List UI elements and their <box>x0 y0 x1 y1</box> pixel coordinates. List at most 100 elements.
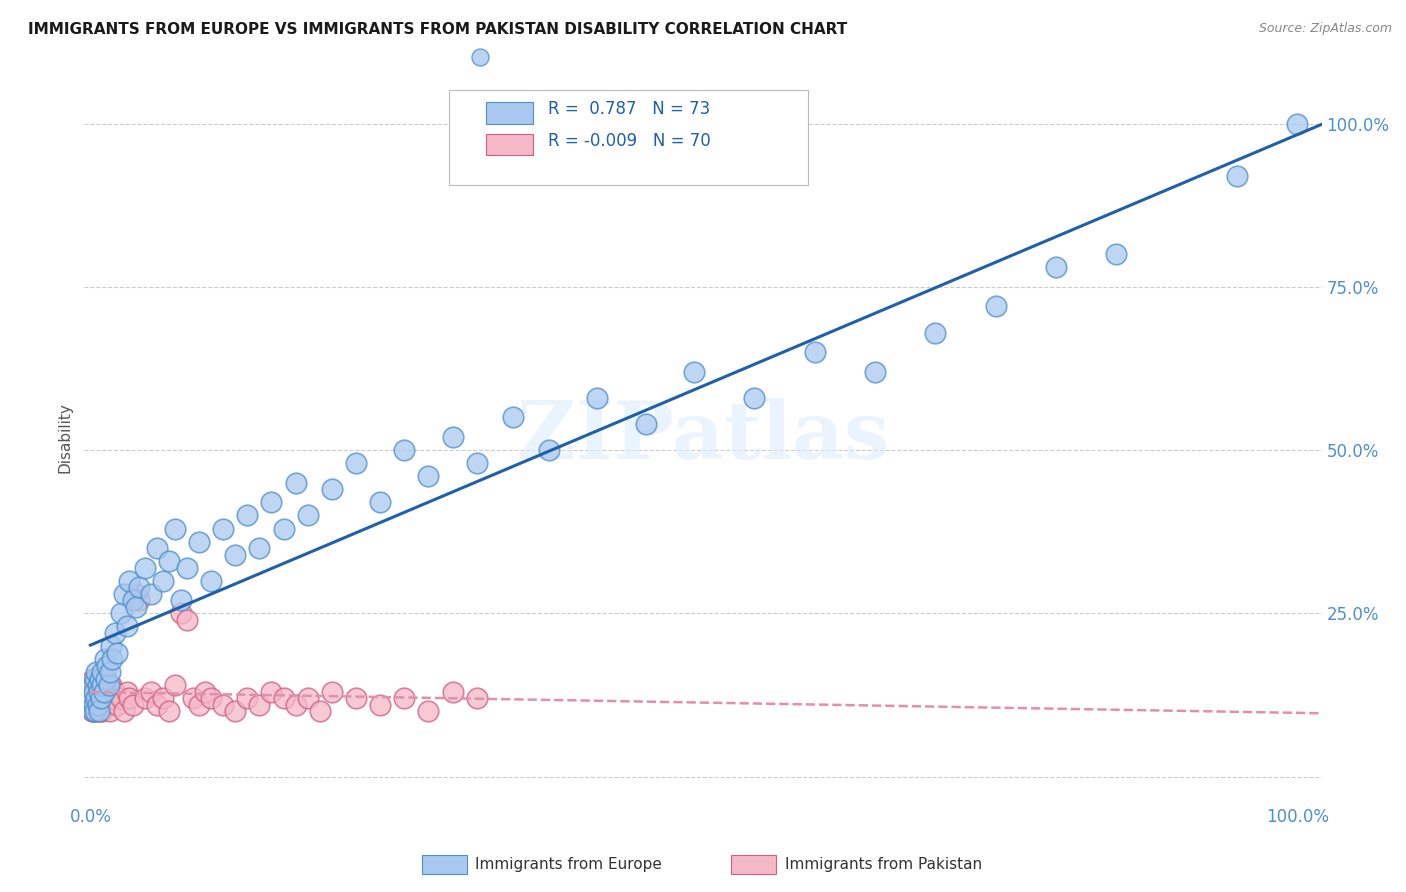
Point <box>83 698 105 712</box>
Point <box>803 345 825 359</box>
Point <box>118 574 141 588</box>
Point <box>394 443 416 458</box>
Point <box>98 705 121 719</box>
Point <box>418 705 440 719</box>
Point <box>84 672 107 686</box>
Text: Immigrants from Europe: Immigrants from Europe <box>475 857 662 871</box>
Point <box>100 678 122 692</box>
Point <box>97 678 120 692</box>
Point <box>84 678 107 692</box>
Point <box>502 410 524 425</box>
Point <box>1226 169 1249 183</box>
Point <box>465 456 488 470</box>
Point <box>121 698 143 712</box>
Point <box>394 691 416 706</box>
Point <box>97 691 120 706</box>
Point <box>224 548 246 562</box>
Point <box>368 698 391 712</box>
Point <box>87 685 110 699</box>
Point <box>321 685 343 699</box>
Point <box>90 691 112 706</box>
Point <box>80 705 103 719</box>
Point <box>236 508 259 523</box>
Point <box>82 672 104 686</box>
Point <box>87 691 110 706</box>
Point <box>212 521 235 535</box>
Point <box>80 678 103 692</box>
Point <box>93 685 115 699</box>
Point <box>863 365 886 379</box>
Point <box>344 691 367 706</box>
Point <box>105 646 128 660</box>
Point <box>188 698 211 712</box>
Point <box>176 560 198 574</box>
Point <box>84 705 107 719</box>
Text: R =  0.787   N = 73: R = 0.787 N = 73 <box>548 101 710 119</box>
Point <box>247 541 270 555</box>
Point <box>441 430 464 444</box>
Point <box>200 691 222 706</box>
Point <box>134 560 156 574</box>
Bar <box>486 134 533 155</box>
Point <box>91 665 114 680</box>
Point <box>112 587 135 601</box>
Point <box>321 483 343 497</box>
Point <box>84 698 107 712</box>
Point <box>118 691 141 706</box>
Point <box>91 678 114 692</box>
Point <box>146 541 169 555</box>
Point <box>157 705 180 719</box>
Point <box>984 300 1007 314</box>
Point <box>100 639 122 653</box>
Point <box>128 593 150 607</box>
Point <box>1286 117 1309 131</box>
Text: ZIPatlas: ZIPatlas <box>517 398 889 476</box>
Point <box>94 652 117 666</box>
Point <box>89 705 111 719</box>
Point <box>86 698 108 712</box>
Point <box>163 678 186 692</box>
Point <box>83 705 105 719</box>
Point <box>924 326 946 340</box>
Point <box>86 691 108 706</box>
Text: IMMIGRANTS FROM EUROPE VS IMMIGRANTS FROM PAKISTAN DISABILITY CORRELATION CHART: IMMIGRANTS FROM EUROPE VS IMMIGRANTS FRO… <box>28 22 848 37</box>
Point <box>91 685 114 699</box>
Point <box>368 495 391 509</box>
Point <box>86 665 108 680</box>
Point <box>1105 247 1128 261</box>
Point <box>89 672 111 686</box>
Point <box>176 613 198 627</box>
Point <box>83 678 105 692</box>
Point <box>297 691 319 706</box>
Point <box>139 587 162 601</box>
Point <box>260 495 283 509</box>
Point <box>98 665 121 680</box>
Point <box>112 705 135 719</box>
Point <box>284 698 307 712</box>
Point <box>90 691 112 706</box>
Point <box>181 691 204 706</box>
Point <box>96 658 118 673</box>
Point <box>103 685 125 699</box>
Point <box>200 574 222 588</box>
Point <box>157 554 180 568</box>
Point <box>465 691 488 706</box>
Point <box>538 443 561 458</box>
Point <box>96 685 118 699</box>
Point <box>170 593 193 607</box>
Point <box>146 698 169 712</box>
Point <box>91 705 114 719</box>
Point <box>683 365 706 379</box>
Point <box>1045 260 1067 275</box>
Point <box>105 698 128 712</box>
Point <box>163 521 186 535</box>
Y-axis label: Disability: Disability <box>58 401 73 473</box>
Point <box>94 698 117 712</box>
Point <box>82 678 104 692</box>
Point <box>86 685 108 699</box>
Point <box>273 521 295 535</box>
Point <box>94 678 117 692</box>
Point <box>121 593 143 607</box>
Point <box>586 391 609 405</box>
Point <box>110 607 132 621</box>
